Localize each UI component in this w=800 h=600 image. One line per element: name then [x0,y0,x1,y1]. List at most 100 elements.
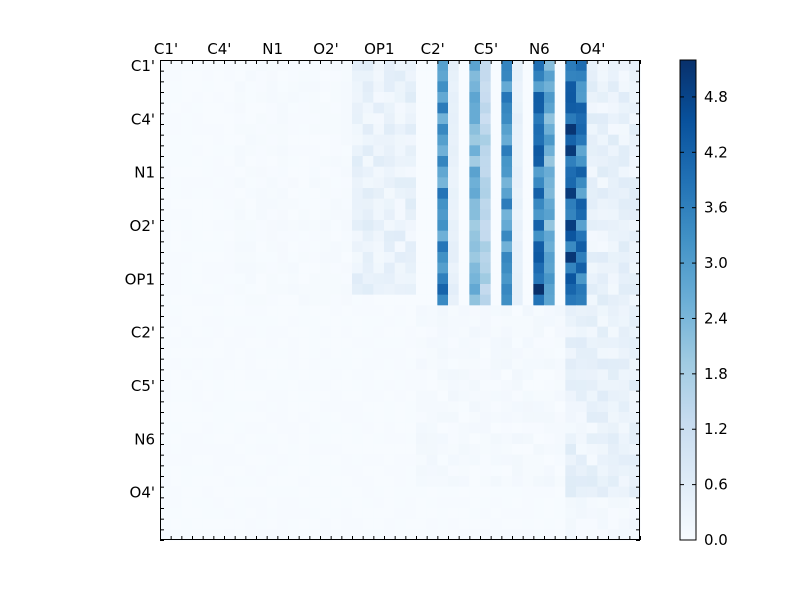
heatmap-cell [522,454,534,466]
heatmap-cell [362,316,374,328]
heatmap-cell [608,177,620,189]
heatmap-cell [629,326,641,338]
heatmap-cell [426,348,438,360]
heatmap-cell [597,145,609,157]
heatmap-cell [330,60,342,72]
heatmap-cell [629,305,641,317]
heatmap-cell [448,134,460,146]
heatmap-cell [277,60,289,72]
heatmap-cell [533,358,545,370]
heatmap-cell [298,369,310,381]
heatmap-cell [170,262,182,274]
heatmap-cell [256,433,268,445]
heatmap-cell [202,113,214,125]
heatmap-cell [234,156,246,168]
heatmap-cell [288,326,300,338]
heatmap-cell [437,156,449,168]
heatmap-cell [170,60,182,72]
heatmap-cell [309,433,321,445]
heatmap-cell [266,401,278,413]
heatmap-cell [448,220,460,232]
heatmap-cell [565,390,577,402]
heatmap-cell [554,358,566,370]
heatmap-cell [597,497,609,509]
heatmap-cell [373,230,385,242]
heatmap-cell [362,273,374,285]
heatmap-cell [330,422,342,434]
heatmap-cell [192,305,204,317]
heatmap-cell [384,156,396,168]
heatmap-cell [320,145,332,157]
heatmap-cell [544,380,556,392]
heatmap-cell [160,102,172,114]
heatmap-cell [608,518,620,530]
heatmap-cell [522,348,534,360]
heatmap-cell [341,177,353,189]
heatmap-cell [586,444,598,456]
heatmap-cell [256,294,268,306]
heatmap-cell [629,145,641,157]
heatmap-cell [288,230,300,242]
heatmap-cell [554,401,566,413]
colorbar-tick-label: 1.8 [704,365,728,383]
heatmap-cell [330,348,342,360]
heatmap-cell [192,401,204,413]
heatmap-cell [234,529,246,541]
heatmap-cell [352,358,364,370]
heatmap-cell [224,92,236,104]
heatmap-cell [469,305,481,317]
heatmap-cell [352,454,364,466]
heatmap-cell [192,454,204,466]
heatmap-cell [384,60,396,72]
heatmap-cell [618,113,630,125]
heatmap-cell [469,60,481,72]
heatmap-cell [490,220,502,232]
heatmap-cell [522,518,534,530]
heatmap-cell [480,316,492,328]
heatmap-cell [522,60,534,72]
heatmap-cell [480,177,492,189]
heatmap-cell [469,529,481,541]
heatmap-cell [298,188,310,200]
heatmap-cell [608,81,620,93]
heatmap-cell [586,348,598,360]
heatmap-cell [501,508,513,520]
heatmap-cell [213,433,225,445]
heatmap-cell [458,518,470,530]
heatmap-cell [533,284,545,296]
heatmap-cell [256,113,268,125]
heatmap-cell [309,166,321,178]
heatmap-cell [309,230,321,242]
heatmap-cell [512,465,524,477]
heatmap-cell [522,273,534,285]
heatmap-cell [576,113,588,125]
heatmap-cell [405,433,417,445]
heatmap-cell [256,508,268,520]
heatmap-cell [426,145,438,157]
x-tick-label: OP1 [364,40,394,58]
heatmap-cell [341,412,353,424]
heatmap-cell [373,465,385,477]
heatmap-cell [448,358,460,370]
heatmap-cell [394,188,406,200]
heatmap-cell [426,476,438,488]
heatmap-cell [512,198,524,210]
heatmap-cell [288,486,300,498]
heatmap-cell [437,188,449,200]
heatmap-cell [394,444,406,456]
heatmap-cell [352,60,364,72]
heatmap-cell [320,92,332,104]
heatmap-cell [576,134,588,146]
heatmap-cell [554,465,566,477]
heatmap-cell [426,252,438,264]
heatmap-cell [501,145,513,157]
heatmap-cell [277,188,289,200]
heatmap-cell [288,476,300,488]
heatmap-cell [362,177,374,189]
heatmap-cell [576,262,588,274]
heatmap-cell [373,273,385,285]
heatmap-cell [256,380,268,392]
heatmap-cell [586,390,598,402]
heatmap-cell [384,358,396,370]
heatmap-cell [352,326,364,338]
